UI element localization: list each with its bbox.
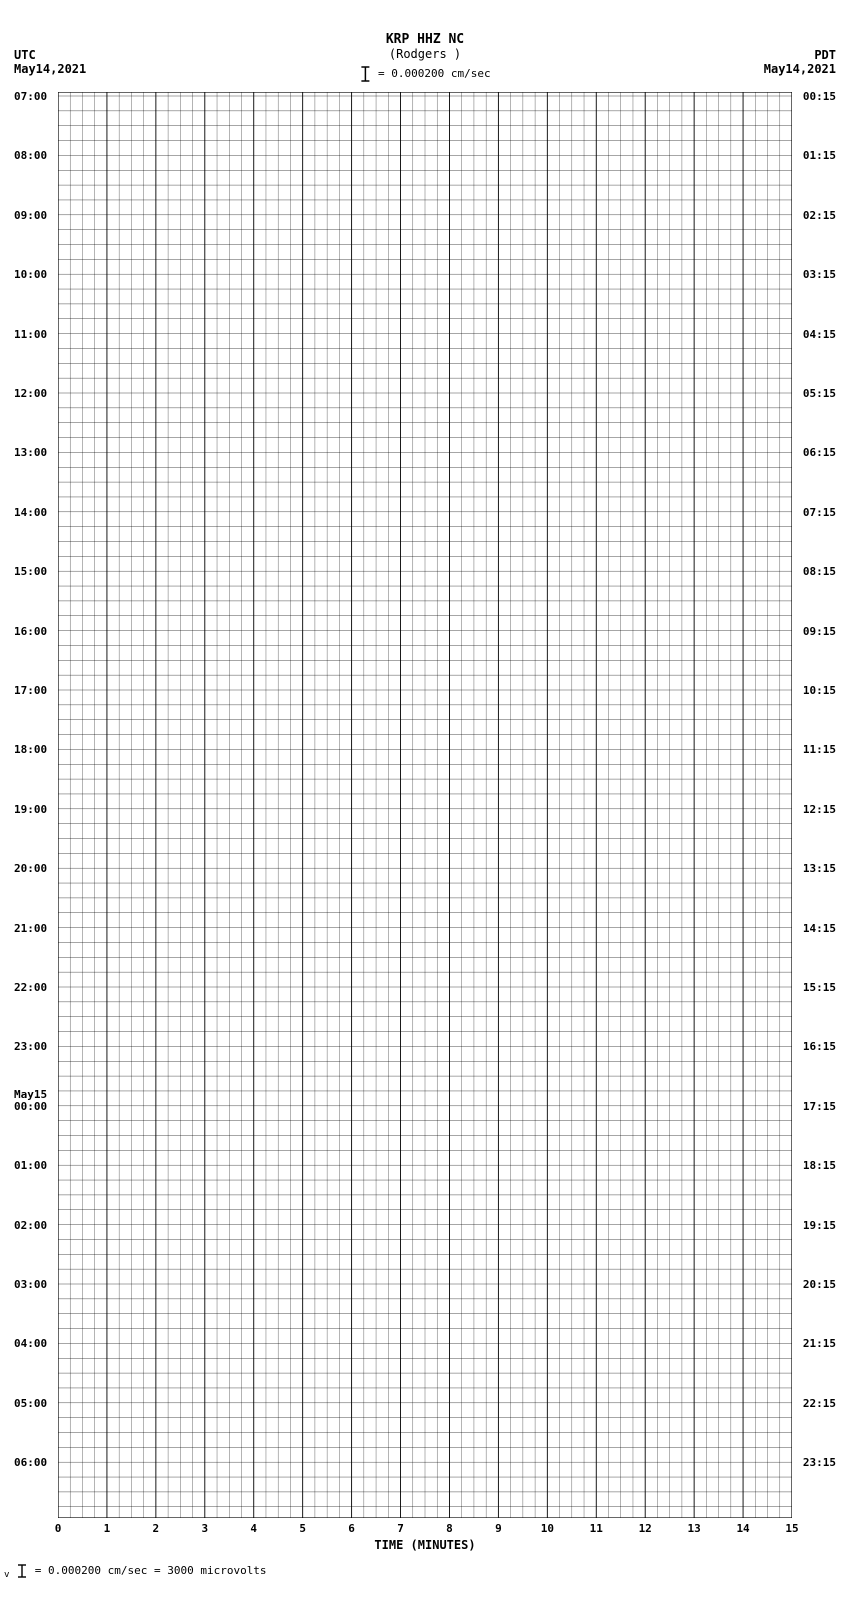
x-tick-label: 7 [397, 1522, 404, 1535]
x-tick-label: 15 [785, 1522, 798, 1535]
x-tick-label: 4 [250, 1522, 257, 1535]
pdt-hour-label: 20:15 [803, 1278, 836, 1291]
utc-hour-label: 02:00 [14, 1219, 47, 1232]
utc-hour-label: 09:00 [14, 209, 47, 222]
utc-hour-label: 13:00 [14, 446, 47, 459]
utc-hour-label: 06:00 [14, 1456, 47, 1469]
x-tick-label: 1 [104, 1522, 111, 1535]
pdt-hour-label: 01:15 [803, 149, 836, 162]
utc-hour-label: 11:00 [14, 328, 47, 341]
x-tick-label: 0 [55, 1522, 62, 1535]
scale-text: = 0.000200 cm/sec [378, 67, 491, 80]
pdt-hour-label: 23:15 [803, 1456, 836, 1469]
utc-hour-label: 19:00 [14, 803, 47, 816]
tz-right-label: PDT [814, 48, 836, 62]
pdt-hour-label: 06:15 [803, 446, 836, 459]
footer-scale: v = 0.000200 cm/sec = 3000 microvolts [4, 1564, 267, 1580]
pdt-hour-label: 18:15 [803, 1159, 836, 1172]
footer-text: = 0.000200 cm/sec = 3000 microvolts [35, 1564, 267, 1577]
pdt-hour-label: 12:15 [803, 803, 836, 816]
x-tick-label: 12 [639, 1522, 652, 1535]
utc-hour-label: 18:00 [14, 743, 47, 756]
pdt-hour-label: 14:15 [803, 922, 836, 935]
x-tick-label: 5 [299, 1522, 306, 1535]
pdt-hour-label: 02:15 [803, 209, 836, 222]
x-axis-title: TIME (MINUTES) [0, 1538, 850, 1552]
utc-hour-label: 17:00 [14, 684, 47, 697]
utc-hour-label: 01:00 [14, 1159, 47, 1172]
pdt-hour-label: 21:15 [803, 1337, 836, 1350]
pdt-hour-label: 08:15 [803, 565, 836, 578]
utc-hour-label: 03:00 [14, 1278, 47, 1291]
utc-hour-label: 12:00 [14, 387, 47, 400]
utc-hour-label: 22:00 [14, 981, 47, 994]
pdt-hour-label: 15:15 [803, 981, 836, 994]
x-tick-label: 13 [688, 1522, 701, 1535]
x-tick-label: 14 [736, 1522, 749, 1535]
pdt-hour-label: 10:15 [803, 684, 836, 697]
utc-hour-label: 20:00 [14, 862, 47, 875]
x-tick-label: 6 [348, 1522, 355, 1535]
pdt-hour-label: 09:15 [803, 625, 836, 638]
pdt-hour-label: 05:15 [803, 387, 836, 400]
scale-legend: = 0.000200 cm/sec [359, 66, 490, 82]
utc-hour-label: 08:00 [14, 149, 47, 162]
x-tick-label: 10 [541, 1522, 554, 1535]
tz-left-label: UTC [14, 48, 36, 62]
utc-hour-label: 15:00 [14, 565, 47, 578]
x-tick-label: 3 [201, 1522, 208, 1535]
utc-hour-label: 05:00 [14, 1397, 47, 1410]
station-subtitle: (Rodgers ) [0, 47, 850, 61]
pdt-hour-label: 04:15 [803, 328, 836, 341]
utc-hour-label: 04:00 [14, 1337, 47, 1350]
pdt-hour-label: 07:15 [803, 506, 836, 519]
pdt-hour-label: 11:15 [803, 743, 836, 756]
plot-area [58, 92, 792, 1518]
pdt-hour-label: 19:15 [803, 1219, 836, 1232]
utc-hour-label: 10:00 [14, 268, 47, 281]
date-right: May14,2021 [764, 62, 836, 76]
utc-hour-label: 23:00 [14, 1040, 47, 1053]
pdt-hour-label: 00:15 [803, 90, 836, 103]
helicorder-plot: KRP HHZ NC (Rodgers ) = 0.000200 cm/sec … [0, 0, 850, 1613]
station-title: KRP HHZ NC [0, 32, 850, 47]
utc-hour-label: 07:00 [14, 90, 47, 103]
pdt-hour-label: 16:15 [803, 1040, 836, 1053]
date-left: May14,2021 [14, 62, 86, 76]
pdt-hour-label: 22:15 [803, 1397, 836, 1410]
x-tick-label: 8 [446, 1522, 453, 1535]
pdt-hour-label: 03:15 [803, 268, 836, 281]
pdt-hour-label: 13:15 [803, 862, 836, 875]
day-marker-left: May15 [14, 1088, 47, 1101]
utc-hour-label: 00:00 [14, 1100, 47, 1113]
station-title-block: KRP HHZ NC (Rodgers ) [0, 32, 850, 61]
x-tick-label: 9 [495, 1522, 502, 1535]
x-tick-label: 11 [590, 1522, 603, 1535]
pdt-hour-label: 17:15 [803, 1100, 836, 1113]
utc-hour-label: 16:00 [14, 625, 47, 638]
utc-hour-label: 21:00 [14, 922, 47, 935]
utc-hour-label: 14:00 [14, 506, 47, 519]
x-tick-label: 2 [153, 1522, 160, 1535]
